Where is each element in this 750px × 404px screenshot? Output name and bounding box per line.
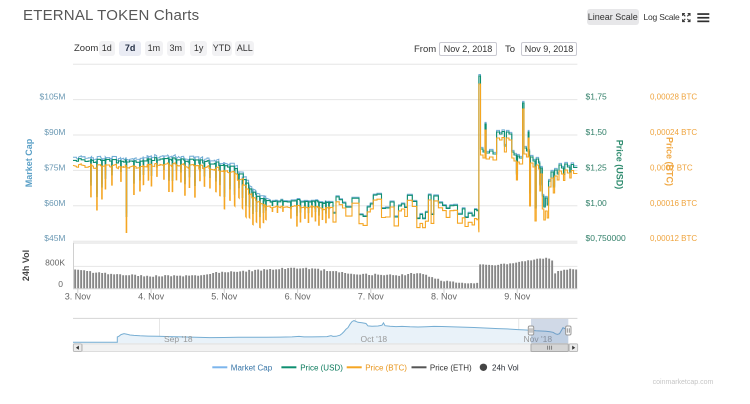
svg-text:$45M: $45M	[44, 233, 65, 243]
svg-text:Price (BTC): Price (BTC)	[665, 137, 675, 186]
svg-text:0,00028 BTC: 0,00028 BTC	[650, 93, 697, 102]
svg-text:8. Nov: 8. Nov	[431, 292, 458, 302]
svg-text:Market Cap: Market Cap	[231, 363, 273, 372]
svg-text:0,0002 BTC: 0,0002 BTC	[650, 163, 693, 172]
svg-text:Price (USD): Price (USD)	[300, 363, 343, 372]
svg-text:$1,75: $1,75	[586, 92, 608, 102]
svg-text:7. Nov: 7. Nov	[358, 292, 385, 302]
svg-text:800K: 800K	[45, 258, 65, 268]
svg-text:4. Nov: 4. Nov	[138, 292, 165, 302]
svg-text:Oct '18: Oct '18	[361, 334, 388, 344]
svg-text:3. Nov: 3. Nov	[65, 292, 92, 302]
svg-text:Price (BTC): Price (BTC)	[365, 363, 407, 372]
svg-text:Nov '18: Nov '18	[524, 334, 553, 344]
svg-text:0: 0	[58, 279, 63, 289]
svg-text:24h Vol: 24h Vol	[492, 363, 519, 372]
svg-text:Price (ETH): Price (ETH)	[430, 363, 472, 372]
svg-text:$0,750000: $0,750000	[586, 233, 626, 243]
svg-text:$75M: $75M	[44, 162, 65, 172]
svg-text:9. Nov: 9. Nov	[504, 292, 531, 302]
svg-text:$1,00: $1,00	[586, 198, 608, 208]
svg-text:6. Nov: 6. Nov	[285, 292, 312, 302]
svg-text:0,00016 BTC: 0,00016 BTC	[650, 199, 697, 208]
svg-text:$105M: $105M	[40, 92, 66, 102]
svg-text:24h Vol: 24h Vol	[21, 250, 31, 281]
svg-text:$1,25: $1,25	[586, 162, 608, 172]
svg-text:Sep '18: Sep '18	[164, 334, 193, 344]
svg-text:Market Cap: Market Cap	[24, 138, 34, 187]
svg-text:0,00012 BTC: 0,00012 BTC	[650, 234, 697, 243]
svg-text:$90M: $90M	[44, 127, 65, 137]
svg-text:5. Nov: 5. Nov	[211, 292, 238, 302]
svg-text:coinmarketcap.com: coinmarketcap.com	[653, 379, 714, 386]
svg-text:$60M: $60M	[44, 198, 65, 208]
svg-text:$1,50: $1,50	[586, 127, 608, 137]
svg-text:Price (USD): Price (USD)	[615, 140, 625, 190]
svg-text:0,00024 BTC: 0,00024 BTC	[650, 128, 697, 137]
